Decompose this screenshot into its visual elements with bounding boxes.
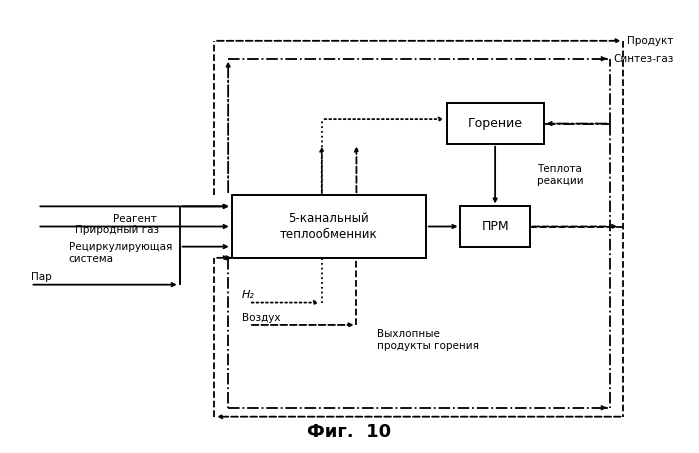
Text: Продукт: Продукт — [627, 36, 673, 46]
Text: Рециркулирующая
система: Рециркулирующая система — [69, 242, 172, 264]
Text: Выхлопные
продукты горения: Выхлопные продукты горения — [377, 329, 480, 351]
Text: H₂: H₂ — [242, 290, 255, 300]
Text: Воздух: Воздух — [242, 313, 280, 323]
Text: Реагент: Реагент — [113, 214, 157, 224]
Bar — [461, 207, 530, 246]
Text: Пар: Пар — [31, 272, 51, 282]
Text: Горение: Горение — [468, 117, 523, 130]
Text: Фиг.  10: Фиг. 10 — [308, 423, 391, 441]
Text: Теплота
реакции: Теплота реакции — [537, 164, 584, 186]
Text: Природный газ: Природный газ — [75, 225, 159, 235]
Bar — [447, 103, 544, 144]
Text: ПРМ: ПРМ — [482, 220, 509, 233]
Text: 5-канальный
теплообменник: 5-канальный теплообменник — [280, 212, 377, 241]
Text: Синтез-газ: Синтез-газ — [613, 54, 673, 64]
Bar — [231, 195, 426, 258]
